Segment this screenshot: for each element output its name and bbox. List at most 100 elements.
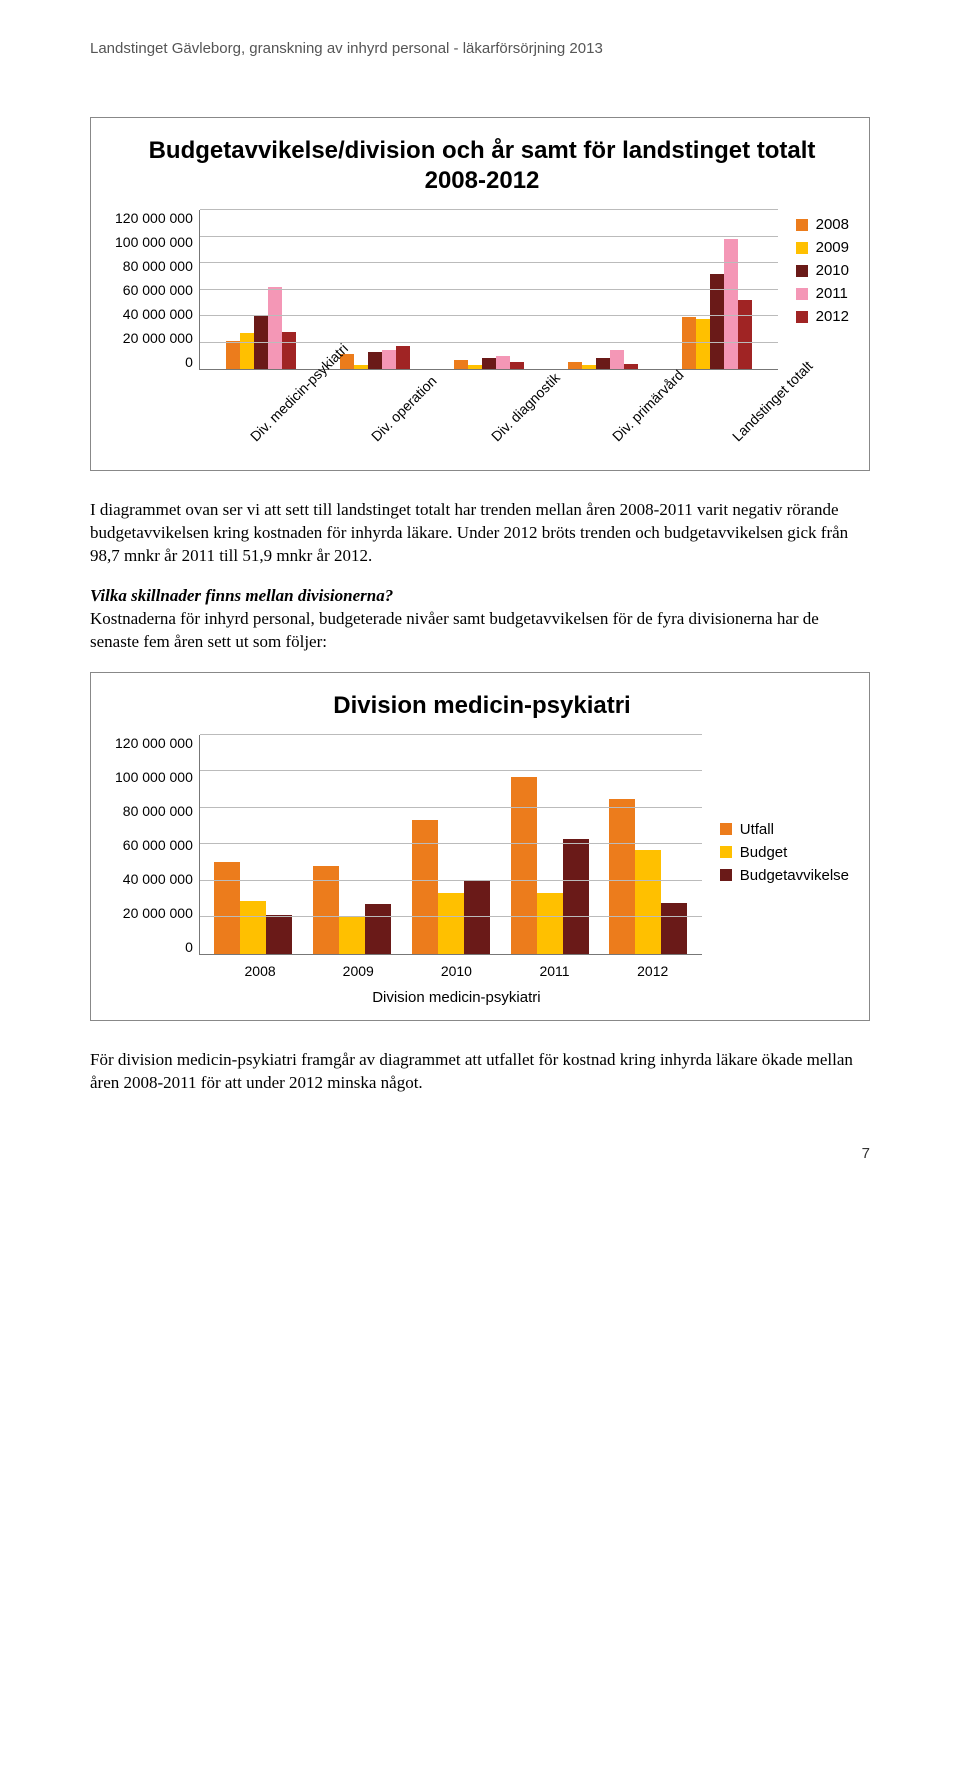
bar — [696, 319, 710, 369]
ytick-label: 0 — [115, 939, 193, 955]
legend-item: 2009 — [796, 239, 849, 256]
bar — [282, 332, 296, 369]
chart-1-plot — [199, 210, 778, 370]
xtick-label: Div. primärvård — [609, 426, 673, 490]
ytick-label: 120 000 000 — [115, 210, 193, 226]
bar — [511, 777, 537, 954]
legend-swatch — [720, 823, 732, 835]
xtick-label: 2008 — [211, 963, 309, 979]
legend-item: 2012 — [796, 308, 849, 325]
bar-group — [412, 735, 490, 954]
legend-swatch — [796, 265, 808, 277]
bar — [368, 352, 382, 369]
chart-2-container: Division medicin-psykiatri 120 000 00010… — [90, 672, 870, 1021]
bar — [382, 350, 396, 369]
ytick-label: 100 000 000 — [115, 769, 193, 785]
legend-label: 2008 — [816, 216, 849, 233]
legend-label: 2010 — [816, 262, 849, 279]
paragraph-1: I diagrammet ovan ser vi att sett till l… — [90, 499, 870, 568]
legend-swatch — [796, 311, 808, 323]
ytick-label: 20 000 000 — [115, 330, 193, 346]
bar — [609, 799, 635, 954]
legend-swatch — [796, 288, 808, 300]
bar — [537, 893, 563, 953]
chart-2-sublabel: Division medicin-psykiatri — [211, 989, 702, 1006]
ytick-label: 60 000 000 — [115, 282, 193, 298]
ytick-label: 80 000 000 — [115, 803, 193, 819]
bar-group — [226, 210, 296, 369]
bar-group — [568, 210, 638, 369]
xtick-label: Div. medicin-psykiatri — [247, 426, 311, 490]
legend-item: Budget — [720, 844, 849, 861]
bar-group — [454, 210, 524, 369]
legend-item: 2008 — [796, 216, 849, 233]
bar — [266, 915, 292, 953]
bar — [724, 239, 738, 369]
bar — [339, 917, 365, 953]
xtick-label: 2010 — [407, 963, 505, 979]
bar — [582, 365, 596, 369]
legend-label: Budget — [740, 844, 788, 861]
legend-item: 2011 — [796, 285, 849, 302]
bar — [563, 839, 589, 954]
paragraph-2: Kostnaderna för inhyrd personal, budgete… — [90, 608, 870, 654]
gridline — [200, 342, 778, 343]
bar-group — [214, 735, 292, 954]
bar — [568, 362, 582, 369]
bar — [354, 365, 368, 369]
bar — [682, 317, 696, 369]
gridline — [200, 807, 702, 808]
chart-2-legend: Utfall Budget Budgetavvikelse — [720, 815, 849, 890]
paragraph-3: För division medicin-psykiatri framgår a… — [90, 1049, 870, 1095]
xtick-label: Div. diagnostik — [488, 426, 552, 490]
gridline — [200, 209, 778, 210]
ytick-label: 80 000 000 — [115, 258, 193, 274]
chart-1-legend: 2008 2009 2010 2011 2012 — [796, 210, 849, 331]
bar — [510, 362, 524, 369]
legend-label: Budgetavvikelse — [740, 867, 849, 884]
bar — [635, 850, 661, 954]
gridline — [200, 843, 702, 844]
bar — [412, 820, 438, 953]
chart-2-title: Division medicin-psykiatri — [115, 691, 849, 721]
bar-group — [609, 735, 687, 954]
xtick-label: 2012 — [604, 963, 702, 979]
xtick-label: Div. operation — [368, 426, 432, 490]
bar — [624, 364, 638, 369]
gridline — [200, 315, 778, 316]
chart-1-yaxis: 120 000 000100 000 00080 000 00060 000 0… — [115, 210, 199, 370]
bar — [438, 893, 464, 953]
chart-2-xaxis: 20082009201020112012 — [211, 963, 702, 979]
chart-1-container: Budgetavvikelse/division och år samt för… — [90, 117, 870, 471]
page-number: 7 — [90, 1145, 870, 1162]
gridline — [200, 289, 778, 290]
legend-label: 2011 — [816, 285, 848, 302]
legend-item: Budgetavvikelse — [720, 867, 849, 884]
bar — [365, 904, 391, 953]
bar — [454, 360, 468, 369]
ytick-label: 60 000 000 — [115, 837, 193, 853]
bar — [661, 903, 687, 954]
legend-label: Utfall — [740, 821, 774, 838]
bar — [738, 300, 752, 369]
gridline — [200, 734, 702, 735]
xtick-label: Landstinget totalt — [729, 426, 793, 490]
legend-swatch — [796, 219, 808, 231]
xtick-label: 2011 — [505, 963, 603, 979]
gridline — [200, 916, 702, 917]
bar — [240, 333, 254, 369]
legend-swatch — [796, 242, 808, 254]
bar-group — [340, 210, 410, 369]
bar — [468, 365, 482, 369]
bar — [396, 346, 410, 369]
gridline — [200, 880, 702, 881]
legend-swatch — [720, 869, 732, 881]
bar — [268, 287, 282, 369]
ytick-label: 20 000 000 — [115, 905, 193, 921]
bar — [596, 358, 610, 369]
legend-label: 2012 — [816, 308, 849, 325]
bar-group — [313, 735, 391, 954]
legend-item: 2010 — [796, 262, 849, 279]
chart-1-title: Budgetavvikelse/division och år samt för… — [115, 136, 849, 196]
bar — [240, 901, 266, 954]
